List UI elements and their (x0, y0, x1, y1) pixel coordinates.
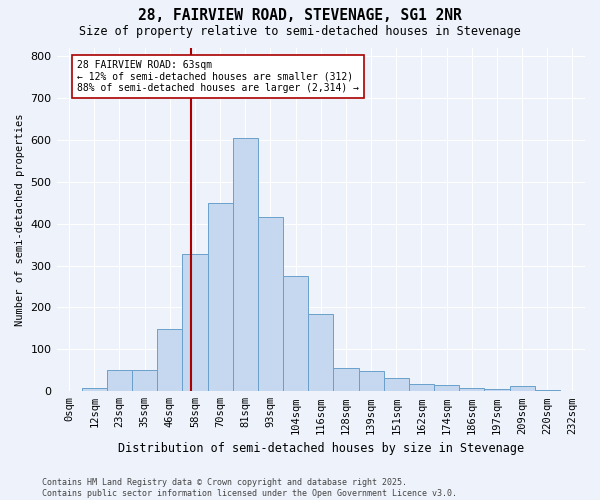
Bar (157, 330, 182, 392)
Bar (182, 254, 208, 392)
Bar (208, 202, 233, 392)
Bar (132, 370, 157, 392)
Y-axis label: Number of semi-detached properties: Number of semi-detached properties (15, 113, 25, 326)
Text: Size of property relative to semi-detached houses in Stevenage: Size of property relative to semi-detach… (79, 25, 521, 38)
Bar (509, 386, 535, 392)
Bar (484, 389, 509, 392)
Bar (308, 314, 334, 392)
Bar (107, 370, 132, 392)
Text: 28, FAIRVIEW ROAD, STEVENAGE, SG1 2NR: 28, FAIRVIEW ROAD, STEVENAGE, SG1 2NR (138, 8, 462, 22)
Bar (409, 384, 434, 392)
Bar (233, 138, 258, 392)
Bar (82, 388, 107, 392)
Bar (383, 378, 409, 392)
Bar (535, 390, 560, 392)
Text: Contains HM Land Registry data © Crown copyright and database right 2025.
Contai: Contains HM Land Registry data © Crown c… (42, 478, 457, 498)
Bar (283, 276, 308, 392)
X-axis label: Distribution of semi-detached houses by size in Stevenage: Distribution of semi-detached houses by … (118, 442, 524, 455)
Bar (258, 218, 283, 392)
Bar (359, 371, 383, 392)
Bar (459, 388, 484, 392)
Bar (434, 386, 459, 392)
Bar (334, 368, 359, 392)
Text: 28 FAIRVIEW ROAD: 63sqm
← 12% of semi-detached houses are smaller (312)
88% of s: 28 FAIRVIEW ROAD: 63sqm ← 12% of semi-de… (77, 60, 359, 94)
